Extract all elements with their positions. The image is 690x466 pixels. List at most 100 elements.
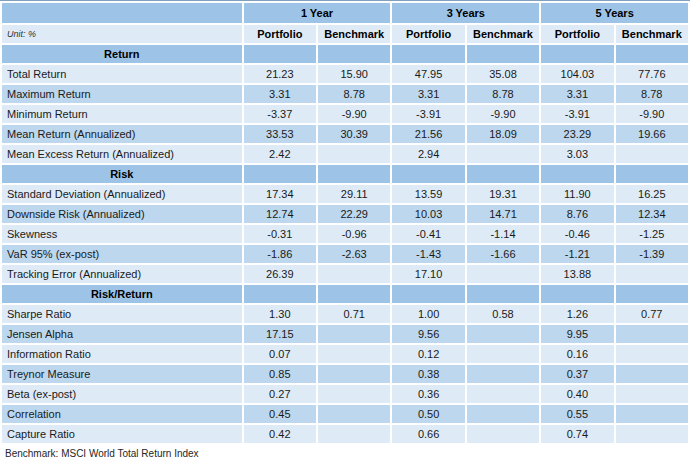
metric-label: Capture Ratio <box>2 425 242 443</box>
metric-value: 14.71 <box>467 205 539 223</box>
metric-value: 19.66 <box>616 125 688 143</box>
section-empty-cell <box>244 45 316 63</box>
metric-value: 33.53 <box>244 125 316 143</box>
metric-value: 16.25 <box>616 185 688 203</box>
metric-value: 2.42 <box>244 145 316 163</box>
metric-value: -1.25 <box>616 225 688 243</box>
section-empty-cell <box>392 285 464 303</box>
metric-value <box>318 345 390 363</box>
metric-value: 0.55 <box>541 405 613 423</box>
section-empty-cell <box>467 285 539 303</box>
metric-label: Standard Deviation (Annualized) <box>2 185 242 203</box>
metric-value: -1.43 <box>392 245 464 263</box>
table-row: VaR 95% (ex-post)-1.86-2.63-1.43-1.66-1.… <box>2 245 688 263</box>
table-row: Standard Deviation (Annualized)17.3429.1… <box>2 185 688 203</box>
metric-value: 0.38 <box>392 365 464 383</box>
section-empty-cell <box>392 165 464 183</box>
metric-value <box>616 385 688 403</box>
metric-value <box>616 425 688 443</box>
metric-label: Skewness <box>2 225 242 243</box>
metric-value: -1.14 <box>467 225 539 243</box>
metric-value <box>616 325 688 343</box>
column-header-portfolio-5y: Portfolio <box>541 25 613 43</box>
metric-label: Correlation <box>2 405 242 423</box>
metric-value: 0.71 <box>318 305 390 323</box>
metric-value: 21.23 <box>244 65 316 83</box>
metric-value: 15.90 <box>318 65 390 83</box>
metric-value: -1.66 <box>467 245 539 263</box>
metric-value: -0.41 <box>392 225 464 243</box>
metric-value: 30.39 <box>318 125 390 143</box>
metric-value: 0.50 <box>392 405 464 423</box>
metric-value: 12.34 <box>616 205 688 223</box>
metric-value: 17.15 <box>244 325 316 343</box>
metric-value: 19.31 <box>467 185 539 203</box>
section-empty-cell <box>616 165 688 183</box>
table-row: Correlation0.450.500.55 <box>2 405 688 423</box>
metric-value: -3.91 <box>541 105 613 123</box>
metric-value: 0.40 <box>541 385 613 403</box>
metric-label: Tracking Error (Annualized) <box>2 265 242 283</box>
metric-value <box>318 365 390 383</box>
metric-value: 0.36 <box>392 385 464 403</box>
metric-label: Maximum Return <box>2 85 242 103</box>
metric-value: -1.86 <box>244 245 316 263</box>
metric-value: -3.37 <box>244 105 316 123</box>
metric-value <box>467 325 539 343</box>
metric-value: -9.90 <box>467 105 539 123</box>
metric-value: 0.07 <box>244 345 316 363</box>
metric-value: 3.31 <box>541 85 613 103</box>
metric-value: 8.76 <box>541 205 613 223</box>
section-empty-cell <box>244 165 316 183</box>
metric-value: 0.27 <box>244 385 316 403</box>
metric-value: 1.00 <box>392 305 464 323</box>
section-empty-cell <box>467 165 539 183</box>
table-row: Beta (ex-post)0.27 0.36 0.40 <box>2 385 688 403</box>
corner-cell <box>2 3 242 23</box>
period-header-1-year: 1 Year <box>244 3 391 23</box>
metric-value: 22.29 <box>318 205 390 223</box>
section-empty-cell <box>541 165 613 183</box>
metric-value: 47.95 <box>392 65 464 83</box>
metric-label: Beta (ex-post) <box>2 385 242 403</box>
metric-value: 10.03 <box>392 205 464 223</box>
metric-value: -0.96 <box>318 225 390 243</box>
metric-value: 17.10 <box>392 265 464 283</box>
metric-value: -9.90 <box>318 105 390 123</box>
column-header-portfolio-1y: Portfolio <box>244 25 316 43</box>
column-header-benchmark-5y: Benchmark <box>616 25 688 43</box>
metric-label: Mean Return (Annualized) <box>2 125 242 143</box>
section-empty-cell <box>616 45 688 63</box>
period-header-3-years: 3 Years <box>392 3 539 23</box>
metric-value: 8.78 <box>616 85 688 103</box>
metric-value: 9.95 <box>541 325 613 343</box>
table-row: Sharpe Ratio1.300.711.000.581.260.77 <box>2 305 688 323</box>
metric-value: 17.34 <box>244 185 316 203</box>
section-title: Risk/Return <box>2 285 242 303</box>
metric-value <box>467 385 539 403</box>
metric-value <box>467 365 539 383</box>
metric-value: 1.30 <box>244 305 316 323</box>
metric-value: 0.74 <box>541 425 613 443</box>
metric-value <box>318 325 390 343</box>
section-empty-cell <box>616 285 688 303</box>
metric-value: 26.39 <box>244 265 316 283</box>
metric-value: 0.77 <box>616 305 688 323</box>
table-row: Jensen Alpha17.159.569.95 <box>2 325 688 343</box>
metric-value <box>318 425 390 443</box>
metric-label: Minimum Return <box>2 105 242 123</box>
metric-value: -0.31 <box>244 225 316 243</box>
metric-value <box>616 345 688 363</box>
metric-value <box>318 405 390 423</box>
metric-value <box>467 265 539 283</box>
metric-value: 0.42 <box>244 425 316 443</box>
metric-value: 21.56 <box>392 125 464 143</box>
column-header-benchmark-3y: Benchmark <box>467 25 539 43</box>
metric-value <box>616 265 688 283</box>
metric-value: -1.39 <box>616 245 688 263</box>
section-empty-cell <box>541 45 613 63</box>
section-header-row: Risk <box>2 165 688 183</box>
table-row: Skewness-0.31-0.96-0.41-1.14-0.46-1.25 <box>2 225 688 243</box>
section-empty-cell <box>392 45 464 63</box>
metric-value: 8.78 <box>467 85 539 103</box>
